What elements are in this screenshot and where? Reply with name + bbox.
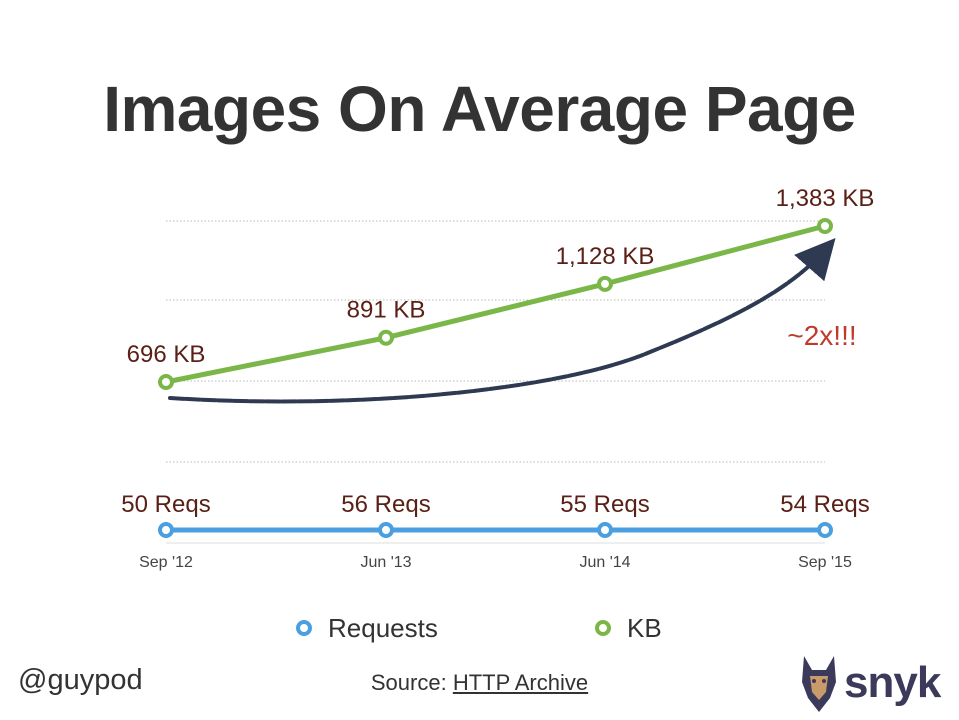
kb-data-point [158,374,174,390]
kb-data-label: 891 KB [347,297,426,324]
x-tick-label: Jun '13 [360,554,411,571]
annotation-text: ~2x!!! [787,320,856,351]
kb-data-label: 1,128 KB [556,243,655,270]
growth-arrow: ~2x!!! [168,237,857,404]
dog-mascot-icon [802,656,836,712]
legend-label: KB [627,613,662,643]
requests-data-point [597,522,613,538]
x-tick-label: Jun '14 [579,554,630,571]
chart-series [158,218,833,538]
kb-data-label: 1,383 KB [776,185,875,212]
requests-data-point [158,522,174,538]
requests-data-point [378,522,394,538]
legend-label: Requests [328,613,438,643]
requests-data-label: 56 Reqs [341,491,430,518]
source-credit: Source: HTTP Archive [0,670,959,696]
requests-data-label: 55 Reqs [560,491,649,518]
requests-data-point [817,522,833,538]
logo-text: snyk [844,658,941,707]
x-tick-label: Sep '12 [139,554,193,571]
chart-legend: Requests KB [296,613,662,643]
requests-data-label: 54 Reqs [780,491,869,518]
kb-series-line [165,223,826,385]
requests-data-label: 50 Reqs [121,491,210,518]
kb-data-label: 696 KB [127,341,206,368]
kb-data-point [378,329,394,346]
source-prefix: Source: [370,670,447,695]
kb-data-point [597,275,613,292]
chart-grid [166,220,825,544]
page-title: Images On Average Page [103,73,856,145]
source-link[interactable]: HTTP Archive [452,670,589,695]
x-tick-label: Sep '15 [798,554,852,571]
author-handle: @guypod [18,664,143,696]
chart-labels: 696 KB 891 KB 1,128 KB 1,383 KB 50 Reqs Sep '… [121,185,874,571]
snyk-logo: snyk [798,652,948,716]
growth-arrow-path [168,237,836,404]
legend-marker [595,620,611,636]
kb-data-point [817,218,833,234]
legend-marker [296,620,312,636]
